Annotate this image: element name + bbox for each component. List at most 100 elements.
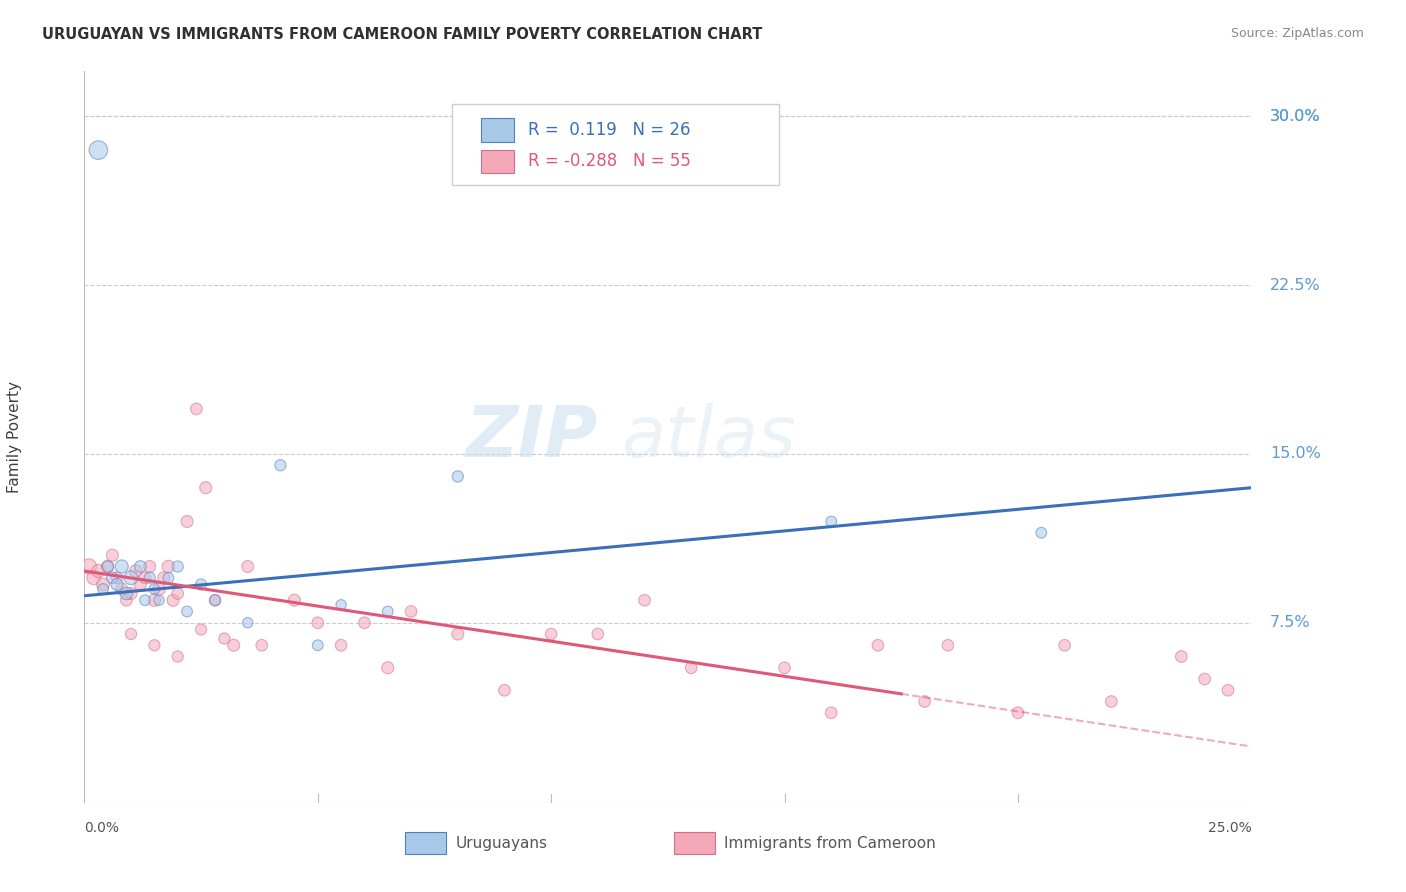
- Point: [166, 586, 188, 600]
- Bar: [673, 832, 714, 854]
- Point: [283, 593, 305, 607]
- Point: [111, 582, 134, 596]
- Point: [190, 577, 212, 591]
- FancyBboxPatch shape: [451, 104, 779, 185]
- Text: atlas: atlas: [621, 402, 796, 472]
- Point: [143, 638, 166, 652]
- Point: [87, 143, 110, 157]
- Point: [176, 605, 198, 619]
- Point: [222, 638, 245, 652]
- Point: [866, 638, 889, 652]
- Point: [129, 577, 152, 591]
- Point: [190, 623, 212, 637]
- Bar: [405, 832, 446, 854]
- Point: [97, 559, 120, 574]
- Point: [157, 559, 180, 574]
- Point: [399, 605, 422, 619]
- Point: [134, 593, 156, 607]
- Point: [105, 577, 128, 591]
- Point: [773, 661, 796, 675]
- Text: 30.0%: 30.0%: [1270, 109, 1320, 124]
- Point: [307, 615, 329, 630]
- Point: [111, 559, 134, 574]
- Point: [97, 559, 120, 574]
- Point: [162, 593, 184, 607]
- Text: URUGUAYAN VS IMMIGRANTS FROM CAMEROON FAMILY POVERTY CORRELATION CHART: URUGUAYAN VS IMMIGRANTS FROM CAMEROON FA…: [42, 27, 762, 42]
- Text: 0.0%: 0.0%: [84, 821, 120, 835]
- Point: [1099, 694, 1122, 708]
- Point: [134, 571, 156, 585]
- Point: [101, 571, 124, 585]
- Point: [120, 586, 142, 600]
- Point: [148, 593, 170, 607]
- Point: [914, 694, 936, 708]
- Point: [236, 559, 259, 574]
- Bar: [481, 150, 513, 173]
- Point: [166, 559, 188, 574]
- Point: [176, 515, 198, 529]
- Point: [820, 515, 842, 529]
- Point: [115, 593, 138, 607]
- Text: 15.0%: 15.0%: [1270, 447, 1320, 461]
- Point: [157, 571, 180, 585]
- Point: [101, 548, 124, 562]
- Point: [120, 627, 142, 641]
- Point: [820, 706, 842, 720]
- Point: [540, 627, 562, 641]
- Point: [377, 661, 399, 675]
- Point: [236, 615, 259, 630]
- Point: [115, 586, 138, 600]
- Point: [377, 605, 399, 619]
- Point: [91, 582, 114, 596]
- Point: [166, 649, 188, 664]
- Text: Uruguayans: Uruguayans: [456, 836, 547, 851]
- Point: [936, 638, 959, 652]
- Bar: [481, 118, 513, 142]
- Text: R = -0.288   N = 55: R = -0.288 N = 55: [527, 153, 690, 170]
- Point: [105, 571, 128, 585]
- Point: [138, 559, 160, 574]
- Point: [307, 638, 329, 652]
- Point: [87, 564, 110, 578]
- Text: ZIP: ZIP: [465, 402, 598, 472]
- Point: [143, 593, 166, 607]
- Point: [77, 559, 100, 574]
- Point: [353, 615, 375, 630]
- Point: [125, 564, 148, 578]
- Point: [1170, 649, 1192, 664]
- Point: [152, 571, 174, 585]
- Point: [1053, 638, 1076, 652]
- Point: [447, 469, 470, 483]
- Point: [143, 582, 166, 596]
- Point: [330, 638, 353, 652]
- Point: [194, 481, 217, 495]
- Point: [204, 593, 226, 607]
- Point: [269, 458, 291, 473]
- Text: 25.0%: 25.0%: [1208, 821, 1251, 835]
- Point: [186, 401, 208, 416]
- Text: Source: ZipAtlas.com: Source: ZipAtlas.com: [1230, 27, 1364, 40]
- Point: [494, 683, 516, 698]
- Text: 22.5%: 22.5%: [1270, 277, 1320, 293]
- Point: [330, 598, 353, 612]
- Point: [138, 571, 160, 585]
- Point: [1194, 672, 1216, 686]
- Point: [633, 593, 655, 607]
- Text: Immigrants from Cameroon: Immigrants from Cameroon: [724, 836, 935, 851]
- Text: R =  0.119   N = 26: R = 0.119 N = 26: [527, 121, 690, 139]
- Text: 7.5%: 7.5%: [1270, 615, 1310, 631]
- Point: [1031, 525, 1053, 540]
- Point: [586, 627, 609, 641]
- Point: [250, 638, 273, 652]
- Point: [1216, 683, 1239, 698]
- Text: 30.0%: 30.0%: [1270, 109, 1320, 124]
- Point: [83, 571, 105, 585]
- Point: [447, 627, 470, 641]
- Point: [1007, 706, 1029, 720]
- Point: [214, 632, 236, 646]
- Text: Family Poverty: Family Poverty: [7, 381, 22, 493]
- Point: [91, 577, 114, 591]
- Point: [681, 661, 703, 675]
- Point: [120, 571, 142, 585]
- Point: [148, 582, 170, 596]
